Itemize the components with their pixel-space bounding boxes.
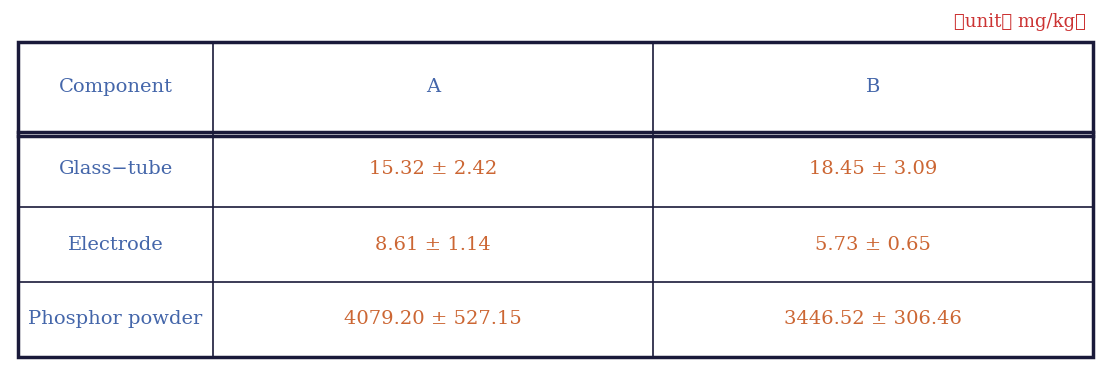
- Text: Component: Component: [59, 78, 172, 96]
- Text: 5.73 ± 0.65: 5.73 ± 0.65: [815, 235, 931, 253]
- Text: 18.45 ± 3.09: 18.45 ± 3.09: [809, 160, 937, 179]
- Bar: [18, 42, 1093, 357]
- Text: A: A: [426, 78, 440, 96]
- Text: 3446.52 ± 306.46: 3446.52 ± 306.46: [784, 311, 962, 328]
- Text: 8.61 ± 1.14: 8.61 ± 1.14: [375, 235, 491, 253]
- Text: 15.32 ± 2.42: 15.32 ± 2.42: [369, 160, 497, 179]
- Text: （unit： mg/kg）: （unit： mg/kg）: [954, 13, 1086, 31]
- Text: Phosphor powder: Phosphor powder: [29, 311, 203, 328]
- Text: Electrode: Electrode: [67, 235, 163, 253]
- Text: B: B: [866, 78, 880, 96]
- Text: Glass−tube: Glass−tube: [59, 160, 172, 179]
- Text: 4079.20 ± 527.15: 4079.20 ± 527.15: [344, 311, 522, 328]
